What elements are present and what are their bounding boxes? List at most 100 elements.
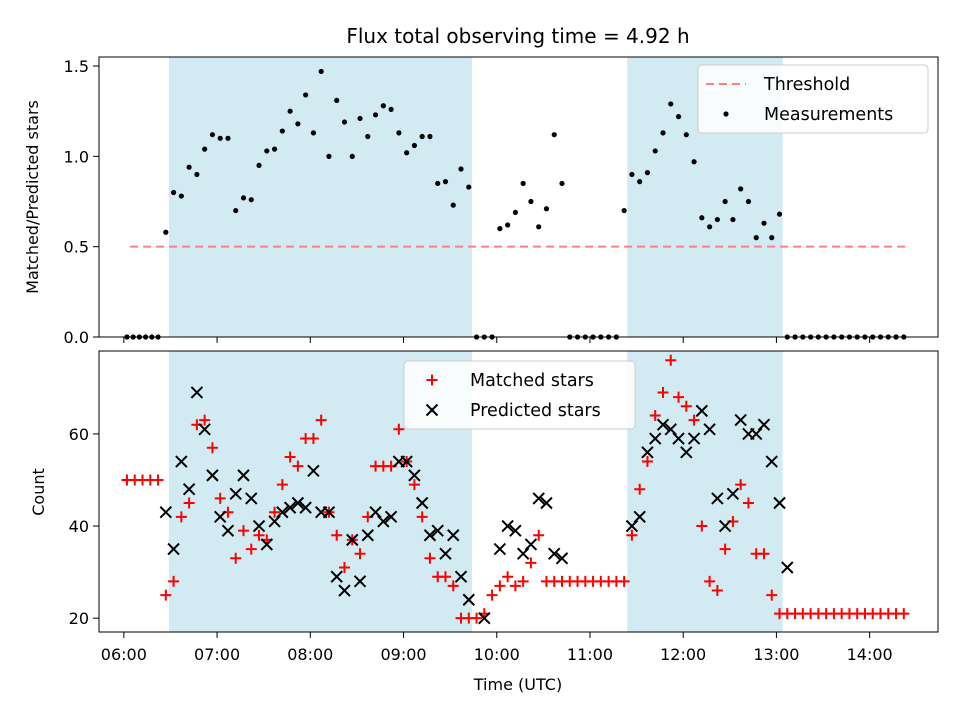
- ratio-measurements-point: [691, 159, 697, 165]
- count-predicted-stars-point: [672, 432, 685, 445]
- ratio-measurements-point: [248, 197, 254, 203]
- ratio-measurements-point: [714, 216, 720, 223]
- count-matched-stars-point: [696, 520, 708, 532]
- count-matched-stars-point: [509, 580, 521, 592]
- ratio-measurements-point: [388, 106, 394, 112]
- count-predicted-stars-point: [377, 515, 390, 528]
- count-matched-stars-point: [471, 612, 483, 624]
- count-predicted-stars-point: [656, 418, 670, 431]
- count-predicted-stars-point: [462, 593, 475, 606]
- ratio-measurements-point: [769, 235, 775, 241]
- ratio-measurements-point: [303, 92, 309, 98]
- count-predicted-stars-point: [338, 584, 351, 597]
- count-predicted-stars-point: [478, 611, 491, 625]
- count-x-axis: 06:00 07:00 08:00 09:00 10:00 11:00 12:00 13:00…: [101, 632, 893, 664]
- count-predicted-stars-point: [237, 469, 250, 482]
- count-matched-stars-point: [447, 580, 459, 592]
- count-matched-stars-point: [502, 571, 514, 583]
- ratio-legend-threshold-label: Threshold: [763, 75, 850, 95]
- count-predicted-stars-point: [175, 455, 188, 468]
- count-matched-stars-point: [657, 386, 669, 398]
- count-predicted-stars-point: [649, 432, 662, 445]
- ratio-measurements-point: [442, 179, 449, 185]
- count-matched-stars-point: [719, 543, 731, 555]
- ratio-measurements-point: [450, 202, 456, 208]
- ratio-measurements-point: [326, 153, 332, 159]
- count-legend-box: [403, 360, 636, 430]
- count-predicted-stars-point: [299, 501, 312, 514]
- ratio-measurements-point: [668, 101, 674, 107]
- ratio-measurements-point: [170, 189, 177, 196]
- count-matched-stars-point: [245, 543, 257, 555]
- count-predicted-stars-point: [361, 529, 374, 542]
- count-predicted-stars-point: [750, 427, 763, 441]
- ratio-measurements-point: [730, 216, 736, 223]
- count-predicted-stars-point: [408, 469, 421, 482]
- count-predicted-stars-point: [555, 552, 569, 565]
- count-matched-stars-point: [230, 552, 242, 564]
- ratio-measurements-point: [233, 207, 239, 214]
- count-matched-stars-point: [494, 580, 506, 592]
- count-predicted-stars-point: [781, 561, 794, 574]
- count-matched-stars-point: [742, 497, 754, 509]
- ratio-measurements-point: [753, 235, 759, 241]
- count-y-tick-label: 60: [69, 425, 89, 444]
- count-matched-stars-point: [517, 575, 529, 587]
- count-matched-stars-point: [898, 608, 910, 620]
- count-predicted-stars-point: [330, 570, 343, 583]
- ratio-legend-measurements-marker: [723, 111, 729, 117]
- ratio-legend-box: [697, 64, 929, 134]
- count-x-tick-label: 13:00: [753, 645, 799, 664]
- ratio-measurements-point: [427, 133, 433, 140]
- ratio-measurements-point: [497, 226, 503, 232]
- ratio-measurements-point: [738, 186, 744, 192]
- count-x-tick-label: 09:00: [380, 645, 426, 664]
- ratio-legend: Threshold Measurements: [697, 64, 929, 134]
- ratio-measurements-point: [341, 119, 348, 125]
- count-legend-predicted-stars-label: Predicted stars: [470, 401, 601, 421]
- count-matched-stars-point: [626, 529, 638, 541]
- ratio-measurements-point: [357, 115, 363, 122]
- ratio-measurements-point: [349, 153, 355, 159]
- count-predicted-stars-point: [447, 529, 460, 542]
- count-legend-predicted-stars-marker: [425, 403, 439, 417]
- ratio-measurements-point: [419, 133, 425, 140]
- count-predicted-stars-point: [213, 510, 227, 524]
- ratio-measurements-point: [287, 108, 293, 114]
- ratio-measurements-point: [365, 133, 371, 140]
- ratio-measurements-point: [264, 148, 270, 154]
- ratio-legend-measurements-label: Measurements: [764, 105, 893, 125]
- count-predicted-stars-point: [182, 482, 196, 496]
- ratio-measurements-point: [310, 130, 317, 136]
- count-matched-stars-point: [665, 354, 677, 366]
- count-predicted-stars-point: [167, 542, 180, 556]
- count-predicted-stars-point: [516, 547, 530, 560]
- ratio-measurements-point: [512, 209, 518, 215]
- ratio-measurements-point: [675, 114, 682, 120]
- count-matched-stars-point: [292, 460, 304, 472]
- count-predicted-stars-point: [548, 547, 561, 560]
- count-matched-stars-point: [160, 589, 172, 601]
- count-predicted-stars-point: [353, 575, 367, 588]
- count-predicted-stars-point: [221, 524, 235, 537]
- count-x-tick-label: 08:00: [287, 645, 333, 664]
- ratio-y-tick-label: 1.5: [64, 57, 89, 76]
- count-matched-stars-point: [649, 409, 661, 421]
- ratio-measurements-point: [466, 184, 472, 190]
- ratio-measurements-point: [380, 103, 386, 109]
- count-predicted-stars-point: [734, 413, 747, 427]
- ratio-measurements-point: [699, 215, 705, 221]
- count-panel: 20 40 60 06:00 07:00 08:00 09:00 10:00 11:00 12:…: [29, 350, 939, 694]
- count-matched-stars-point: [525, 557, 537, 569]
- ratio-measurements-point: [372, 112, 379, 118]
- ratio-panel-marks: [124, 68, 907, 340]
- count-predicted-stars-point: [454, 570, 468, 583]
- count-predicted-stars-point: [260, 538, 274, 551]
- ratio-measurements-point: [295, 121, 301, 127]
- count-predicted-stars-point: [501, 519, 514, 533]
- count-matched-stars-point: [338, 562, 350, 574]
- count-predicted-stars-point: [711, 492, 724, 505]
- ratio-measurements-point: [536, 224, 542, 230]
- ratio-measurements-point: [225, 135, 231, 141]
- count-matched-stars-point: [634, 483, 646, 495]
